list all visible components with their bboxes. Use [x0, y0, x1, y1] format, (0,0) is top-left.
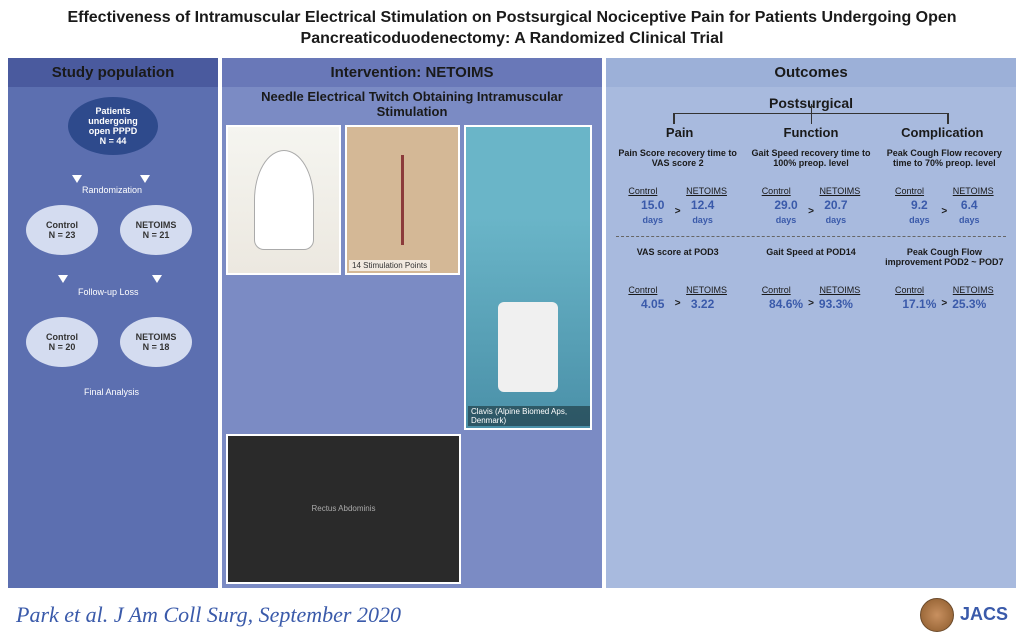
- metrics-block-2: VAS score at POD3 ControlNETOIMS 4.05>3.22…: [614, 247, 1008, 311]
- metric-col: Gait Speed recovery time to 100% preop. …: [747, 148, 874, 226]
- journal-logo: JACS: [920, 598, 1008, 632]
- metric-head: Peak Cough Flow improvement POD2 ~ POD7: [881, 247, 1008, 281]
- metric-col: Gait Speed at POD14 ControlNETOIMS 84.6%>9…: [747, 247, 874, 311]
- flowchart: Patients undergoing open PPPD N = 44 Ran…: [8, 87, 218, 588]
- flow-netoims-1: NETOIMS N = 21: [120, 205, 192, 255]
- incision-photo: 14 Stimulation Points: [345, 125, 460, 275]
- branch-function: Function: [748, 125, 874, 140]
- metric-col: Pain Score recovery time to VAS score 2 C…: [614, 148, 741, 226]
- footer: Park et al. J Am Coll Surg, September 20…: [0, 592, 1024, 638]
- metric-values: 4.05>3.22: [614, 297, 741, 311]
- randomization-label: Randomization: [82, 185, 142, 195]
- final-analysis-label: Final Analysis: [84, 387, 139, 397]
- device-label: Clavis (Alpine Biomed Aps, Denmark): [468, 406, 590, 426]
- intervention-panel: Intervention: NETOIMS Needle Electrical …: [222, 58, 602, 588]
- metric-col: Peak Cough Flow improvement POD2 ~ POD7 C…: [881, 247, 1008, 311]
- metric-head: VAS score at POD3: [614, 247, 741, 281]
- procedure-photo: Clavis (Alpine Biomed Aps, Denmark): [464, 125, 592, 430]
- main-panels: Study population Patients undergoing ope…: [0, 58, 1024, 592]
- metric-col: VAS score at POD3 ControlNETOIMS 4.05>3.22: [614, 247, 741, 311]
- col3-header: Outcomes: [606, 58, 1016, 87]
- metric-values: 29.0days>20.7days: [747, 198, 874, 226]
- journal-abbrev: JACS: [960, 604, 1008, 625]
- outcomes-body: Postsurgical Pain Function Complication …: [606, 87, 1016, 588]
- metrics-block-1: Pain Score recovery time to VAS score 2 C…: [614, 148, 1008, 226]
- torso-outline: [254, 150, 314, 250]
- surgical-incision: [401, 155, 404, 245]
- flow-control-2: Control N = 20: [26, 317, 98, 367]
- arrow-icon: [152, 275, 162, 283]
- stim-device: [498, 302, 558, 392]
- metric-values: 84.6%>93.3%: [747, 297, 874, 311]
- intervention-images: 14 Stimulation Points Clavis (Alpine Bio…: [222, 121, 602, 588]
- flow-control-1: Control N = 23: [26, 205, 98, 255]
- seal-icon: [920, 598, 954, 632]
- metric-head: Gait Speed recovery time to 100% preop. …: [747, 148, 874, 182]
- branch-complication: Complication: [879, 125, 1005, 140]
- col1-header: Study population: [8, 58, 218, 87]
- separator: [616, 236, 1006, 237]
- metric-head: Peak Cough Flow recovery time to 70% pre…: [881, 148, 1008, 182]
- metric-head: Pain Score recovery time to VAS score 2: [614, 148, 741, 182]
- col2-header: Intervention: NETOIMS: [222, 58, 602, 87]
- stim-points-label: 14 Stimulation Points: [349, 260, 430, 271]
- ultrasound-image: Rectus Abdominis: [226, 434, 461, 584]
- outcomes-panel: Outcomes Postsurgical Pain Function Comp…: [606, 58, 1016, 588]
- group-row: ControlNETOIMS: [747, 186, 874, 196]
- citation: Park et al. J Am Coll Surg, September 20…: [16, 602, 401, 628]
- group-row: ControlNETOIMS: [881, 285, 1008, 295]
- group-row: ControlNETOIMS: [881, 186, 1008, 196]
- rectus-label: Rectus Abdominis: [311, 504, 375, 513]
- paper-title: Effectiveness of Intramuscular Electrica…: [0, 0, 1024, 58]
- arrow-icon: [58, 275, 68, 283]
- flow-patients-bubble: Patients undergoing open PPPD N = 44: [68, 97, 158, 155]
- outcome-branches: Pain Function Complication: [614, 125, 1008, 140]
- arrow-icon: [140, 175, 150, 183]
- tree-line: [673, 113, 949, 123]
- metric-col: Peak Cough Flow recovery time to 70% pre…: [881, 148, 1008, 226]
- intervention-subtitle: Needle Electrical Twitch Obtaining Intra…: [222, 87, 602, 121]
- flow-netoims-2: NETOIMS N = 18: [120, 317, 192, 367]
- metric-values: 17.1%>25.3%: [881, 297, 1008, 311]
- group-row: ControlNETOIMS: [614, 285, 741, 295]
- followup-label: Follow-up Loss: [78, 287, 139, 297]
- metric-values: 15.0days>12.4days: [614, 198, 741, 226]
- study-population-panel: Study population Patients undergoing ope…: [8, 58, 218, 588]
- metric-head: Gait Speed at POD14: [747, 247, 874, 281]
- group-row: ControlNETOIMS: [614, 186, 741, 196]
- diagram-torso-image: [226, 125, 341, 275]
- metric-values: 9.2days>6.4days: [881, 198, 1008, 226]
- group-row: ControlNETOIMS: [747, 285, 874, 295]
- arrow-icon: [72, 175, 82, 183]
- branch-pain: Pain: [617, 125, 743, 140]
